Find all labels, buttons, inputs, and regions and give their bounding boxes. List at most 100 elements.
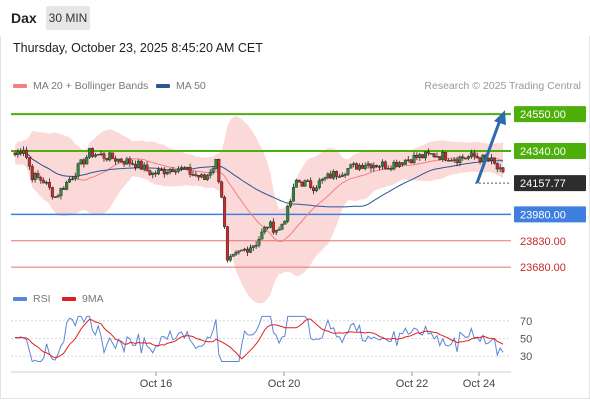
candle-96 bbox=[289, 201, 293, 207]
candle-88 bbox=[266, 226, 270, 229]
candle-82 bbox=[248, 247, 252, 253]
candle-71 bbox=[217, 159, 221, 183]
candle-133 bbox=[395, 161, 399, 167]
candle-141 bbox=[418, 154, 422, 158]
candle-112 bbox=[335, 171, 339, 177]
candle-2 bbox=[19, 151, 23, 154]
candle-83 bbox=[251, 245, 255, 248]
candle-44 bbox=[139, 160, 143, 170]
candle-16 bbox=[59, 187, 63, 197]
candle-168 bbox=[495, 163, 499, 170]
candle-155 bbox=[458, 156, 462, 163]
candle-64 bbox=[197, 175, 201, 178]
candle-58 bbox=[179, 167, 183, 170]
candle-36 bbox=[116, 158, 120, 162]
candle-104 bbox=[312, 187, 316, 192]
candle-156 bbox=[461, 156, 465, 159]
candle-153 bbox=[452, 159, 456, 161]
candle-55 bbox=[171, 168, 175, 172]
candle-7 bbox=[33, 173, 37, 180]
candle-162 bbox=[478, 157, 482, 162]
candle-49 bbox=[154, 172, 158, 175]
ma20-swatch-icon bbox=[13, 84, 27, 89]
x-tick-label-0: Oct 16 bbox=[140, 378, 172, 390]
candle-81 bbox=[246, 248, 250, 253]
candle-78 bbox=[237, 250, 241, 253]
legend-ma20: MA 20 + Bollinger Bands bbox=[13, 80, 148, 92]
candle-103 bbox=[309, 180, 313, 188]
candle-27 bbox=[91, 148, 95, 157]
candle-89 bbox=[268, 221, 272, 228]
candle-17 bbox=[62, 187, 66, 190]
candle-90 bbox=[271, 221, 275, 233]
candle-118 bbox=[352, 163, 356, 165]
candle-73 bbox=[223, 197, 227, 227]
candle-128 bbox=[380, 161, 384, 167]
candle-126 bbox=[375, 165, 379, 168]
symbol-label: Dax bbox=[11, 10, 37, 26]
candle-13 bbox=[50, 187, 54, 198]
candle-19 bbox=[68, 179, 72, 183]
candle-165 bbox=[487, 158, 491, 161]
candle-28 bbox=[93, 154, 97, 157]
level-label-bg-0 bbox=[514, 106, 586, 123]
candle-60 bbox=[185, 166, 189, 170]
candle-72 bbox=[220, 181, 224, 198]
candle-38 bbox=[122, 161, 126, 165]
candle-158 bbox=[467, 156, 471, 159]
candle-68 bbox=[208, 172, 212, 176]
forecast-arrow-line bbox=[475, 119, 502, 184]
candle-41 bbox=[131, 163, 135, 165]
candle-159 bbox=[469, 152, 473, 157]
candle-48 bbox=[151, 172, 155, 175]
interval-button[interactable]: 30 MIN bbox=[46, 6, 90, 30]
level-label-bg-1 bbox=[514, 143, 586, 160]
candle-93 bbox=[280, 224, 284, 230]
candle-77 bbox=[234, 252, 238, 255]
candle-111 bbox=[332, 171, 336, 179]
candle-110 bbox=[329, 173, 333, 179]
candle-50 bbox=[157, 169, 161, 175]
candle-26 bbox=[88, 148, 92, 158]
candle-166 bbox=[490, 157, 494, 161]
candle-0 bbox=[13, 152, 17, 155]
candle-11 bbox=[45, 181, 49, 184]
candle-56 bbox=[174, 171, 178, 173]
candle-63 bbox=[194, 174, 198, 176]
candle-98 bbox=[294, 179, 298, 188]
candle-108 bbox=[323, 177, 327, 180]
candle-114 bbox=[340, 174, 344, 177]
x-tick-label-1: Oct 20 bbox=[268, 378, 300, 390]
candle-42 bbox=[134, 163, 138, 168]
copyright: Research © 2025 Trading Central bbox=[424, 80, 581, 92]
candle-167 bbox=[492, 157, 496, 164]
candle-21 bbox=[73, 176, 77, 180]
candle-65 bbox=[200, 174, 204, 178]
candle-57 bbox=[177, 168, 181, 172]
x-tick-label-3: Oct 24 bbox=[463, 378, 495, 390]
legend-rsi: RSI bbox=[13, 293, 51, 305]
legend-ma50: MA 50 bbox=[156, 80, 206, 92]
candle-116 bbox=[346, 168, 350, 175]
rsi-tick-label-30: 30 bbox=[520, 351, 532, 363]
candle-122 bbox=[363, 165, 367, 169]
candle-45 bbox=[142, 164, 146, 170]
candle-123 bbox=[366, 163, 370, 166]
candle-25 bbox=[85, 156, 89, 165]
candle-80 bbox=[243, 248, 247, 251]
candle-84 bbox=[254, 245, 258, 247]
candle-139 bbox=[412, 154, 416, 164]
candle-22 bbox=[76, 163, 80, 177]
candle-23 bbox=[79, 159, 83, 165]
candle-46 bbox=[145, 164, 149, 171]
forecast-arrow-head-icon bbox=[494, 110, 506, 126]
rsi-line bbox=[14, 315, 504, 363]
candle-30 bbox=[99, 153, 103, 155]
candle-142 bbox=[421, 154, 425, 159]
candle-66 bbox=[202, 174, 206, 180]
candle-136 bbox=[403, 159, 407, 165]
candle-6 bbox=[30, 166, 34, 180]
chart-header: Dax 30 MIN bbox=[0, 0, 590, 36]
candle-59 bbox=[182, 167, 186, 170]
